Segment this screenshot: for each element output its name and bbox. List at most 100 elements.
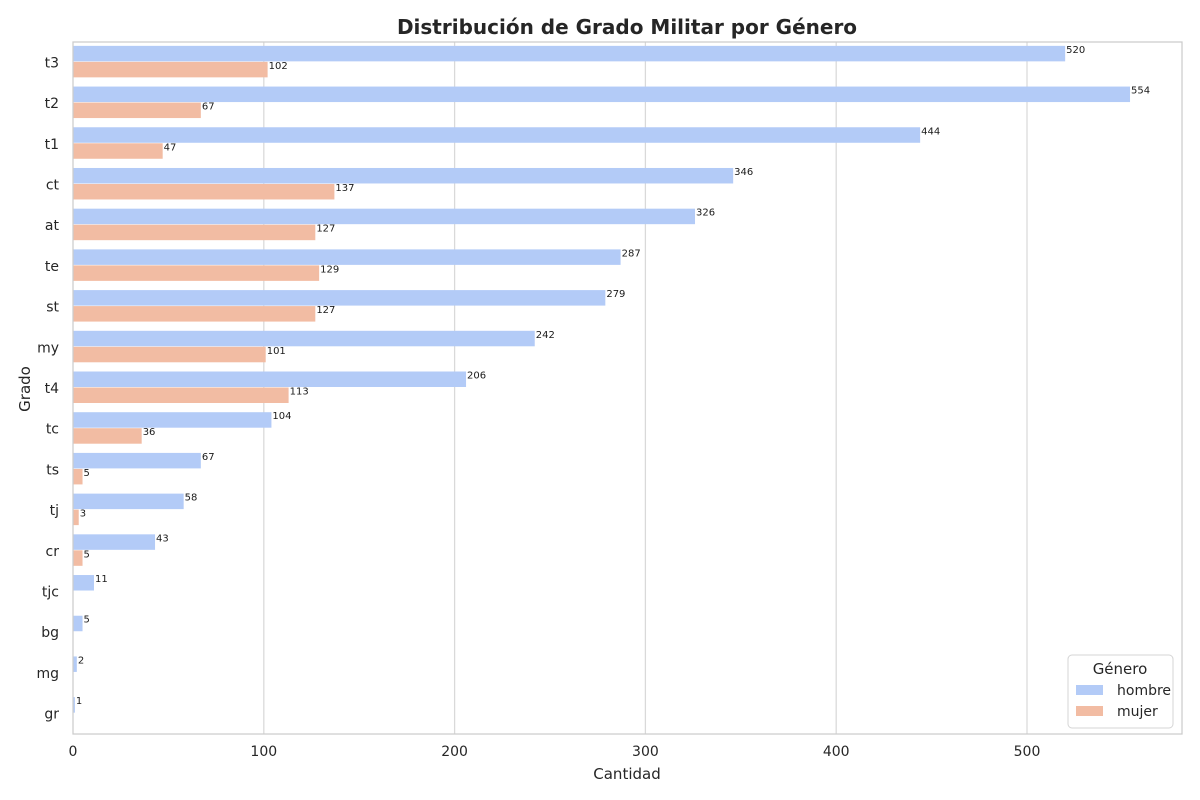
y-tick-label: at xyxy=(45,218,60,234)
bar-value-label: 520 xyxy=(1066,45,1085,56)
bar-value-label: 113 xyxy=(290,387,309,398)
bar-mujer xyxy=(73,346,266,363)
bar-hombre xyxy=(73,86,1131,103)
x-tick-label: 100 xyxy=(250,744,277,760)
bar-hombre xyxy=(73,208,696,225)
bar-hombre xyxy=(73,697,75,713)
bar-mujer xyxy=(73,143,163,159)
bar-value-label: 101 xyxy=(267,346,286,357)
y-tick-label: my xyxy=(37,340,59,356)
bar-hombre xyxy=(73,493,184,510)
bar-mujer xyxy=(73,265,320,281)
bar-value-label: 137 xyxy=(335,183,354,194)
bar-hombre xyxy=(73,290,606,306)
bar-value-label: 47 xyxy=(164,142,177,153)
y-tick-label: bg xyxy=(41,625,59,641)
bar-value-label: 11 xyxy=(95,574,108,585)
bar-value-label: 554 xyxy=(1131,86,1150,97)
bar-hombre xyxy=(73,249,621,265)
bar-mujer xyxy=(73,428,142,444)
bar-labels: 520 102 554 67 444 47 346 137 326 127 287 129 279 127… xyxy=(76,45,1150,707)
y-tick-label: mg xyxy=(36,666,59,682)
y-tick-label: tc xyxy=(46,422,59,438)
bar-hombre xyxy=(73,330,535,347)
y-tick-label: t4 xyxy=(45,381,59,397)
y-tick-label: t3 xyxy=(45,55,59,71)
bar-value-label: 346 xyxy=(734,167,753,178)
bar-value-label: 127 xyxy=(316,305,335,316)
bar-value-label: 242 xyxy=(536,330,555,341)
x-tick-label: 500 xyxy=(1014,744,1041,760)
bar-hombre xyxy=(73,452,201,469)
bar-hombre xyxy=(73,575,94,591)
bar-mujer xyxy=(73,102,201,119)
bar-value-label: 127 xyxy=(316,224,335,235)
bar-value-label: 287 xyxy=(622,248,641,259)
bar-value-label: 3 xyxy=(80,509,86,520)
y-tick-label: st xyxy=(46,300,59,316)
bar-value-label: 58 xyxy=(185,493,198,504)
bar-mujer xyxy=(73,509,79,526)
x-tick-label: 0 xyxy=(69,744,78,760)
y-axis-label: Grado xyxy=(16,366,34,412)
y-tick-label: t2 xyxy=(45,96,59,112)
bar-value-label: 36 xyxy=(143,427,156,438)
bar-value-label: 5 xyxy=(84,549,90,560)
x-tick-label: 400 xyxy=(823,744,850,760)
bar-value-label: 2 xyxy=(78,655,84,666)
legend-label-mujer: mujer xyxy=(1117,704,1158,720)
y-tick-label: tj xyxy=(50,503,59,519)
bar-value-label: 67 xyxy=(202,452,215,463)
bars xyxy=(73,45,1131,713)
bar-value-label: 104 xyxy=(272,411,291,422)
bar-hombre xyxy=(73,127,921,143)
legend: Género hombre mujer xyxy=(1067,654,1174,729)
y-tick-label: cr xyxy=(46,544,60,560)
legend-entries: hombre mujer xyxy=(1076,683,1171,720)
y-tick-label: t1 xyxy=(45,137,59,153)
bar-hombre xyxy=(73,167,734,184)
bar-value-label: 5 xyxy=(84,468,90,479)
bar-value-label: 5 xyxy=(84,615,90,626)
bar-mujer xyxy=(73,183,335,200)
bar-hombre xyxy=(73,615,83,632)
bar-mujer xyxy=(73,224,316,241)
bar-hombre xyxy=(73,371,467,387)
chart-title: Distribución de Grado Militar por Género xyxy=(397,15,857,39)
y-tick-label: ct xyxy=(46,177,60,193)
bar-hombre xyxy=(73,534,156,550)
x-tick-label: 200 xyxy=(441,744,468,760)
y-tick-label: tjc xyxy=(42,585,59,601)
bar-value-label: 279 xyxy=(606,289,625,300)
y-tick-label: gr xyxy=(44,707,59,723)
bar-value-label: 102 xyxy=(269,61,288,72)
y-tick-label: te xyxy=(45,259,59,275)
bar-mujer xyxy=(73,61,268,78)
bar-value-label: 444 xyxy=(921,126,940,137)
bar-hombre xyxy=(73,656,77,672)
x-axis-label: Cantidad xyxy=(593,765,660,783)
bar-mujer xyxy=(73,550,83,566)
bar-hombre xyxy=(73,412,272,428)
bar-value-label: 43 xyxy=(156,533,169,544)
bar-mujer xyxy=(73,387,289,403)
legend-swatch-mujer xyxy=(1076,706,1103,716)
y-tick-labels: t3 t2 t1 ct at te st my t4 tc ts tj cr tjc bg mg gr xyxy=(36,55,59,722)
legend-swatch-hombre xyxy=(1076,685,1103,695)
legend-label-hombre: hombre xyxy=(1117,683,1171,699)
y-tick-label: ts xyxy=(46,462,59,478)
bar-hombre xyxy=(73,45,1066,62)
bar-value-label: 1 xyxy=(76,696,82,707)
grid-lines xyxy=(263,42,1028,734)
plot-frame xyxy=(72,41,1183,735)
x-tick-labels: 0 100 200 300 400 500 xyxy=(69,744,1041,760)
legend-title: Género xyxy=(1093,660,1148,678)
bar-mujer xyxy=(73,306,316,322)
bar-value-label: 326 xyxy=(696,208,715,219)
bar-value-label: 206 xyxy=(467,371,486,382)
bar-mujer xyxy=(73,468,83,485)
bar-value-label: 129 xyxy=(320,264,339,275)
x-tick-label: 300 xyxy=(632,744,659,760)
bar-value-label: 67 xyxy=(202,102,215,113)
